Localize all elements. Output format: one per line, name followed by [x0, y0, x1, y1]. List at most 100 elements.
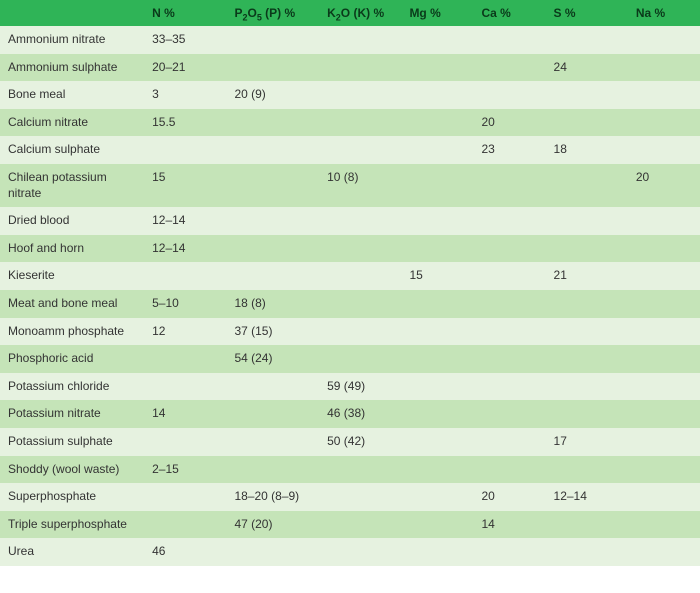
cell-k: 59 (49)	[319, 373, 401, 401]
table-row: Calcium sulphate2318	[0, 136, 700, 164]
cell-k	[319, 207, 401, 235]
cell-k: 50 (42)	[319, 428, 401, 456]
cell-ca	[473, 373, 545, 401]
cell-n: 12–14	[144, 207, 226, 235]
cell-n	[144, 428, 226, 456]
cell-ca	[473, 345, 545, 373]
cell-p: 47 (20)	[226, 511, 319, 539]
table-body: Ammonium nitrate33–35Ammonium sulphate 20…	[0, 26, 700, 566]
row-name: Phosphoric acid	[0, 345, 144, 373]
row-name: Shoddy (wool waste)	[0, 456, 144, 484]
cell-n	[144, 262, 226, 290]
cell-n: 33–35	[144, 26, 226, 54]
row-name: Dried blood	[0, 207, 144, 235]
cell-mg	[401, 373, 473, 401]
cell-s	[546, 373, 628, 401]
col-header-3: K2O (K) %	[319, 0, 401, 26]
cell-n: 12	[144, 318, 226, 346]
cell-k	[319, 290, 401, 318]
cell-s: 17	[546, 428, 628, 456]
cell-s	[546, 456, 628, 484]
col-header-7: Na %	[628, 0, 700, 26]
cell-p	[226, 428, 319, 456]
cell-n	[144, 345, 226, 373]
row-name: Calcium nitrate	[0, 109, 144, 137]
cell-k	[319, 511, 401, 539]
row-name: Triple superphosphate	[0, 511, 144, 539]
table-row: Potassium nitrate1446 (38)	[0, 400, 700, 428]
cell-s: 24	[546, 54, 628, 82]
cell-mg: 15	[401, 262, 473, 290]
cell-s	[546, 235, 628, 263]
cell-s	[546, 318, 628, 346]
cell-ca: 14	[473, 511, 545, 539]
cell-na	[628, 428, 700, 456]
table-row: Potassium chloride 59 (49)	[0, 373, 700, 401]
cell-s	[546, 400, 628, 428]
cell-ca	[473, 262, 545, 290]
cell-na	[628, 81, 700, 109]
cell-s	[546, 345, 628, 373]
cell-na: 20	[628, 164, 700, 207]
cell-p: 37 (15)	[226, 318, 319, 346]
cell-n: 3	[144, 81, 226, 109]
cell-ca	[473, 456, 545, 484]
cell-n: 5–10	[144, 290, 226, 318]
cell-mg	[401, 164, 473, 207]
col-header-5: Ca %	[473, 0, 545, 26]
row-name: Kieserite	[0, 262, 144, 290]
cell-ca	[473, 81, 545, 109]
cell-na	[628, 511, 700, 539]
cell-k	[319, 54, 401, 82]
cell-na	[628, 345, 700, 373]
row-name: Potassium chloride	[0, 373, 144, 401]
table-row: Potassium sulphate 50 (42) 17	[0, 428, 700, 456]
row-name: Calcium sulphate	[0, 136, 144, 164]
cell-ca: 20	[473, 483, 545, 511]
cell-ca: 23	[473, 136, 545, 164]
cell-mg	[401, 511, 473, 539]
row-name: Potassium sulphate	[0, 428, 144, 456]
table-row: Meat and bone meal5–1018 (8)	[0, 290, 700, 318]
cell-s: 21	[546, 262, 628, 290]
cell-ca	[473, 26, 545, 54]
cell-p	[226, 373, 319, 401]
row-name: Potassium nitrate	[0, 400, 144, 428]
cell-p	[226, 456, 319, 484]
table-row: Chilean potassium nitrate1510 (8)20	[0, 164, 700, 207]
cell-p: 18–20 (8–9)	[226, 483, 319, 511]
cell-p	[226, 262, 319, 290]
cell-mg	[401, 290, 473, 318]
table-row: Bone meal320 (9)	[0, 81, 700, 109]
cell-p	[226, 235, 319, 263]
row-name: Ammonium nitrate	[0, 26, 144, 54]
cell-na	[628, 318, 700, 346]
cell-k: 46 (38)	[319, 400, 401, 428]
row-name: Meat and bone meal	[0, 290, 144, 318]
cell-mg	[401, 483, 473, 511]
cell-ca	[473, 164, 545, 207]
cell-p	[226, 109, 319, 137]
cell-k	[319, 26, 401, 54]
cell-ca	[473, 318, 545, 346]
table-row: Monoamm phosphate1237 (15)	[0, 318, 700, 346]
cell-p	[226, 136, 319, 164]
cell-k	[319, 235, 401, 263]
cell-mg	[401, 136, 473, 164]
cell-mg	[401, 318, 473, 346]
cell-n	[144, 373, 226, 401]
cell-mg	[401, 207, 473, 235]
cell-p: 54 (24)	[226, 345, 319, 373]
cell-mg	[401, 428, 473, 456]
cell-s	[546, 207, 628, 235]
cell-p	[226, 538, 319, 566]
col-header-1: N %	[144, 0, 226, 26]
cell-mg	[401, 456, 473, 484]
cell-k	[319, 345, 401, 373]
table-row: Phosphoric acid 54 (24)	[0, 345, 700, 373]
table-header-row: N %P2O5 (P) %K2O (K) %Mg %Ca %S %Na %	[0, 0, 700, 26]
cell-na	[628, 456, 700, 484]
row-name: Ammonium sulphate	[0, 54, 144, 82]
table-row: Dried blood12–14	[0, 207, 700, 235]
cell-s	[546, 290, 628, 318]
